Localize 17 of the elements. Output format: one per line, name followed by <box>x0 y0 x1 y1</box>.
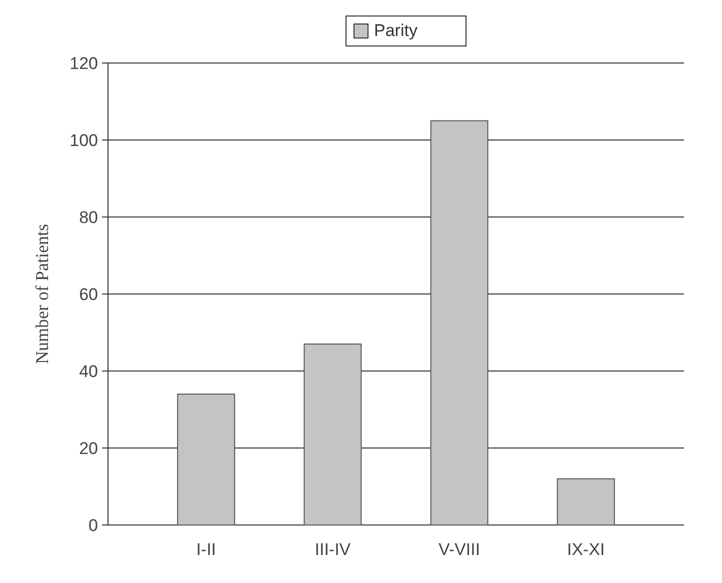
x-tick-label: IX-XI <box>566 540 605 559</box>
legend-label: Parity <box>374 21 418 40</box>
y-tick-label: 80 <box>79 208 98 227</box>
y-tick-label: 40 <box>79 362 98 381</box>
x-tick-label: V-VIII <box>438 540 480 559</box>
bar <box>556 478 615 526</box>
x-tick-label: III-IV <box>314 540 352 559</box>
y-axis-title: Number of Patients <box>32 224 52 364</box>
bar <box>177 394 236 526</box>
bar <box>304 344 362 526</box>
bar <box>430 120 488 526</box>
y-tick-label: 100 <box>70 130 98 150</box>
y-tick-label: 120 <box>70 54 98 73</box>
x-tick-label: I-II <box>196 540 216 559</box>
y-tick-label: 20 <box>79 438 98 458</box>
y-tick-label: 0 <box>88 516 98 535</box>
y-tick-label: 60 <box>79 284 98 304</box>
